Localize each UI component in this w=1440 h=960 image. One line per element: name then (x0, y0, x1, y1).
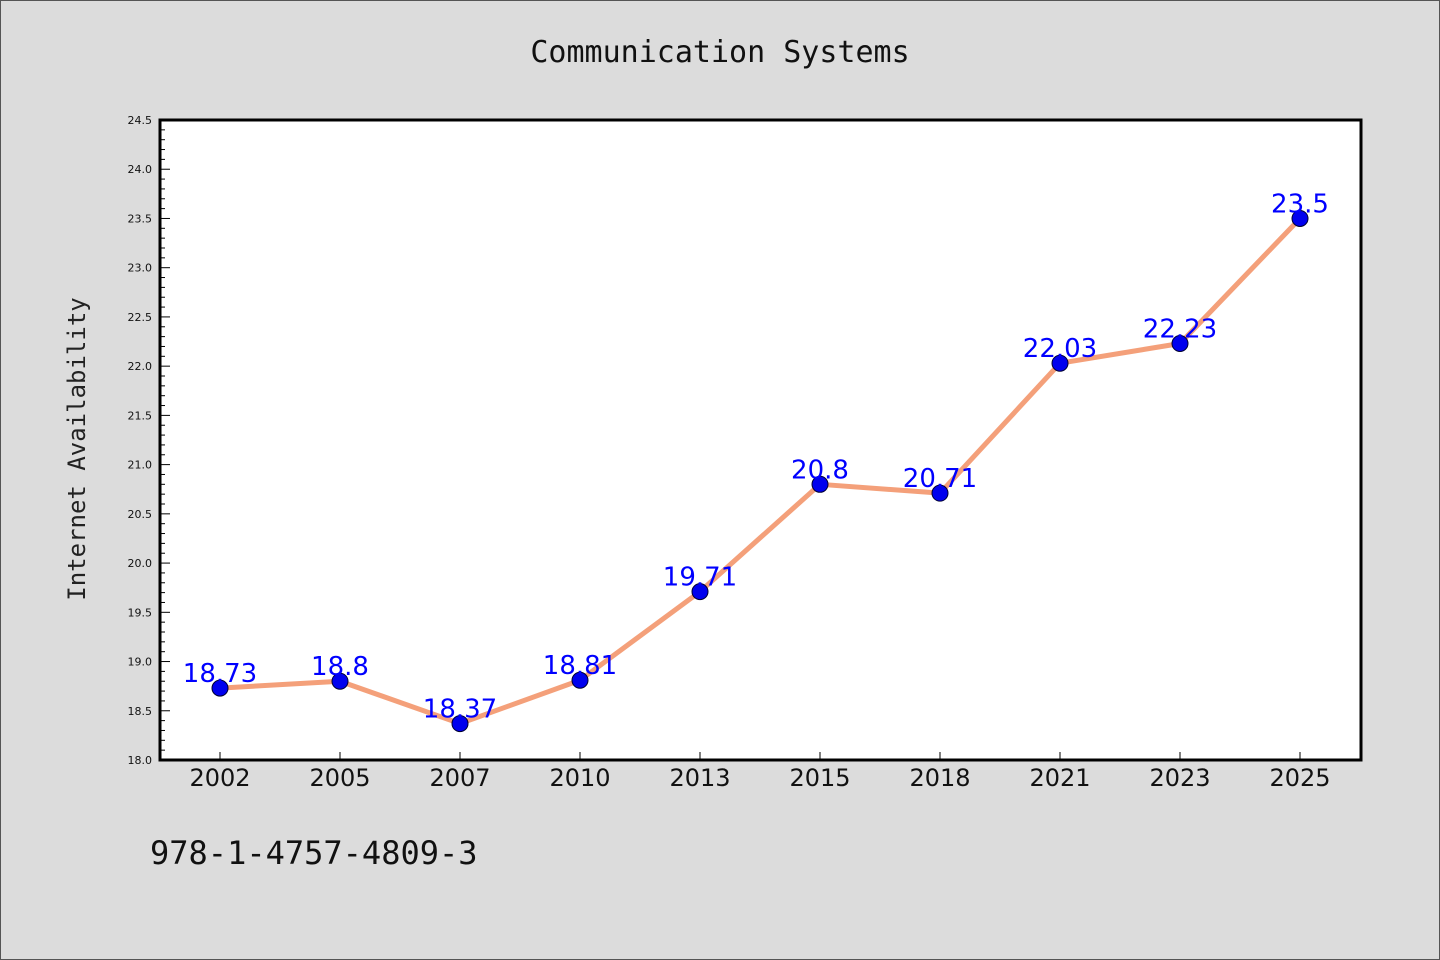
x-tick-label: 2023 (1149, 764, 1210, 792)
y-axis-label: Internet Availability (63, 297, 91, 600)
y-tick-label: 24.5 (128, 114, 153, 127)
data-point-marker (1291, 209, 1309, 227)
y-axis-ticks: 18.0 18.5 19.0 19.5 20.0 20.5 21.0 21.5 22.0 22.5… (128, 114, 170, 767)
x-tick-label: 2013 (669, 764, 730, 792)
data-label: 19.71 (663, 563, 737, 593)
data-point-marker (1051, 354, 1069, 372)
y-tick-label: 21.5 (128, 409, 153, 422)
data-point-marker (211, 679, 229, 697)
data-point-marker (451, 715, 469, 733)
x-tick-label: 2005 (309, 764, 370, 792)
x-tick-label: 2018 (909, 764, 970, 792)
y-tick-label: 19.5 (128, 606, 153, 619)
data-label: 18.81 (543, 651, 617, 681)
data-label: 20.8 (791, 455, 849, 485)
y-tick-label: 21.0 (128, 459, 153, 472)
data-labels: 18.73 18.8 18.37 18.81 19.71 20.8 20.71 22.03 22… (183, 189, 1329, 724)
data-point-marker (571, 671, 589, 689)
x-tick-label: 2002 (189, 764, 250, 792)
y-tick-label: 22.5 (128, 311, 153, 324)
data-label: 22.03 (1023, 334, 1097, 364)
x-tick-label: 2010 (549, 764, 610, 792)
y-tick-label: 18.5 (128, 705, 153, 718)
chart-title: Communication Systems (530, 35, 909, 70)
data-markers (211, 209, 1309, 733)
data-label: 18.37 (423, 695, 497, 725)
data-label: 18.73 (183, 659, 257, 689)
y-tick-label: 23.0 (128, 262, 153, 275)
data-point-marker (1171, 335, 1189, 353)
x-tick-label: 2007 (429, 764, 490, 792)
y-tick-label: 19.0 (128, 656, 153, 669)
x-tick-label: 2025 (1269, 764, 1330, 792)
series-line (217, 215, 1303, 727)
plot-area (158, 118, 1363, 762)
isbn-annotation: 978-1-4757-4809-3 (150, 834, 478, 872)
series-line-group (217, 215, 1303, 727)
data-point-marker (931, 484, 949, 502)
data-point-marker (331, 672, 349, 690)
y-tick-label: 23.5 (128, 212, 153, 225)
y-tick-label: 24.0 (128, 163, 153, 176)
y-tick-label: 18.0 (128, 754, 153, 767)
y-tick-label: 20.0 (128, 557, 153, 570)
x-tick-label: 2015 (789, 764, 850, 792)
y-tick-label: 22.0 (128, 360, 153, 373)
y-tick-label: 20.5 (128, 508, 153, 521)
x-tick-label: 2021 (1029, 764, 1090, 792)
data-label: 20.71 (903, 464, 977, 494)
data-label: 22.23 (1143, 315, 1217, 345)
data-point-marker (691, 583, 709, 601)
data-label: 23.5 (1271, 189, 1329, 219)
data-point-marker (811, 475, 829, 493)
data-label: 18.8 (311, 652, 369, 682)
x-axis-ticks: 2002 2005 2007 2010 2013 2015 2018 2021 2023 2025 (189, 752, 1331, 792)
